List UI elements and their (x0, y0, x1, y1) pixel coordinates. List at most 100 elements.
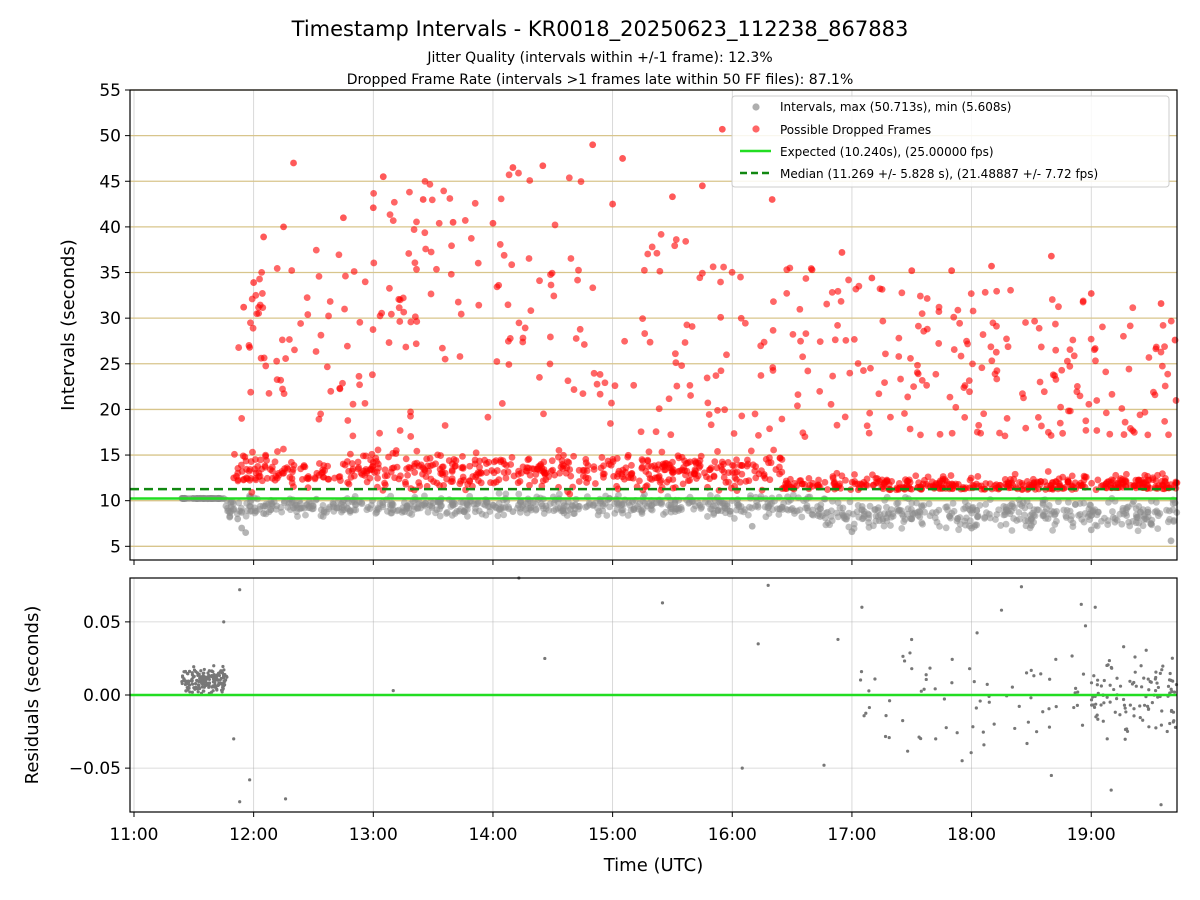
dropped-frame-point (730, 430, 738, 437)
dropped-frame-point (583, 479, 590, 486)
dropped-frame-point (1149, 474, 1157, 482)
dropped-frame-point (421, 229, 429, 237)
interval-point (1134, 514, 1142, 522)
residual-point (1146, 677, 1150, 681)
dropped-frame-point (1079, 298, 1087, 306)
dropped-frame-point (863, 422, 871, 430)
interval-point (918, 519, 926, 527)
dropped-frame-point (912, 472, 920, 480)
interval-point (881, 510, 888, 518)
dropped-frame-point (441, 469, 449, 477)
dropped-frame-point (1059, 473, 1067, 481)
residual-point (1123, 737, 1127, 741)
dropped-frame-point (834, 321, 841, 329)
dropped-frame-point (576, 325, 584, 333)
residual-point (1160, 668, 1164, 672)
dropped-frame-point (923, 381, 931, 389)
interval-point (1026, 512, 1034, 519)
y-tick-label: 25 (99, 355, 121, 375)
dropped-frame-point (411, 469, 419, 476)
dropped-frame-point (789, 331, 797, 338)
interval-point (730, 515, 738, 522)
dropped-frame-point (443, 475, 451, 483)
dropped-frame-point (349, 432, 357, 440)
interval-point (1000, 503, 1008, 510)
residual-point (1153, 689, 1158, 693)
dropped-frame-point (1172, 479, 1180, 487)
residual-point (1075, 703, 1079, 707)
dropped-frame-point (597, 464, 605, 472)
dropped-frame-point (770, 446, 778, 454)
residuals-plot-frame (129, 577, 1178, 813)
dropped-frame-point (645, 448, 653, 456)
residual-point (1115, 676, 1119, 680)
dropped-frame-point (706, 466, 713, 474)
interval-point (242, 512, 250, 520)
dropped-frame-point (373, 458, 380, 465)
dropped-frame-point (536, 277, 543, 285)
dropped-frame-point (428, 196, 436, 204)
dropped-frame-point (915, 479, 923, 487)
interval-point (737, 503, 745, 510)
interval-point (509, 508, 517, 516)
residual-point (206, 671, 210, 675)
interval-point (846, 498, 854, 506)
dropped-frame-point (452, 462, 459, 470)
dropped-frame-point (1165, 431, 1172, 439)
dropped-frame-point (413, 447, 421, 455)
interval-point (389, 506, 397, 514)
residual-point (950, 657, 954, 661)
legend-label-dropped: Possible Dropped Frames (780, 123, 931, 137)
dropped-frame-point (369, 204, 377, 212)
interval-point (1008, 527, 1016, 534)
residual-point (202, 671, 206, 675)
residual-point (1041, 710, 1045, 714)
interval-point (918, 503, 926, 511)
residual-point (955, 731, 959, 735)
dropped-frame-point (866, 409, 874, 417)
dropped-frame-point (247, 388, 255, 396)
dropped-frame-point (504, 301, 512, 309)
interval-point (227, 499, 235, 507)
dropped-frame-point (386, 284, 393, 292)
residual-point (1159, 723, 1163, 727)
dropped-frame-point (838, 249, 846, 256)
dropped-frame-point (1094, 476, 1102, 484)
dropped-frame-point (672, 236, 680, 243)
interval-point (931, 514, 939, 522)
dropped-frame-point (936, 430, 944, 438)
dropped-frame-point (1087, 290, 1095, 297)
dropped-frame-point (736, 461, 744, 469)
y-tick-label: 0.05 (83, 613, 121, 633)
residual-point (1122, 703, 1127, 707)
residual-point (1149, 680, 1153, 684)
dropped-frame-point (978, 364, 986, 372)
dropped-frame-point (967, 474, 975, 482)
dropped-frame-point (239, 452, 247, 460)
residual-point (1105, 695, 1109, 699)
dropped-frame-point (684, 477, 692, 485)
dropped-frame-point (1019, 482, 1027, 489)
dropped-frame-point (904, 393, 912, 401)
dropped-frame-point (950, 313, 958, 321)
dropped-frame-point (280, 223, 287, 231)
dropped-frame-point (392, 450, 400, 457)
dropped-frame-point (796, 305, 804, 313)
dropped-frame-point (1135, 476, 1143, 484)
dropped-frame-point (539, 162, 547, 170)
dropped-frame-point (504, 468, 512, 476)
residual-point (1147, 688, 1151, 692)
dropped-frame-point (917, 431, 924, 439)
interval-point (775, 511, 783, 518)
dropped-frame-point (525, 464, 532, 472)
dropped-frame-point (370, 259, 378, 267)
dropped-frame-point (827, 400, 835, 408)
dropped-frame-point (850, 335, 858, 343)
legend-label-expected: Expected (10.240s), (25.00000 fps) (780, 145, 994, 159)
residual-point (887, 699, 892, 703)
dropped-frame-point (712, 372, 720, 379)
interval-point (505, 503, 512, 511)
interval-point (714, 507, 722, 515)
dropped-frame-point (435, 219, 443, 227)
residual-point (942, 697, 946, 701)
